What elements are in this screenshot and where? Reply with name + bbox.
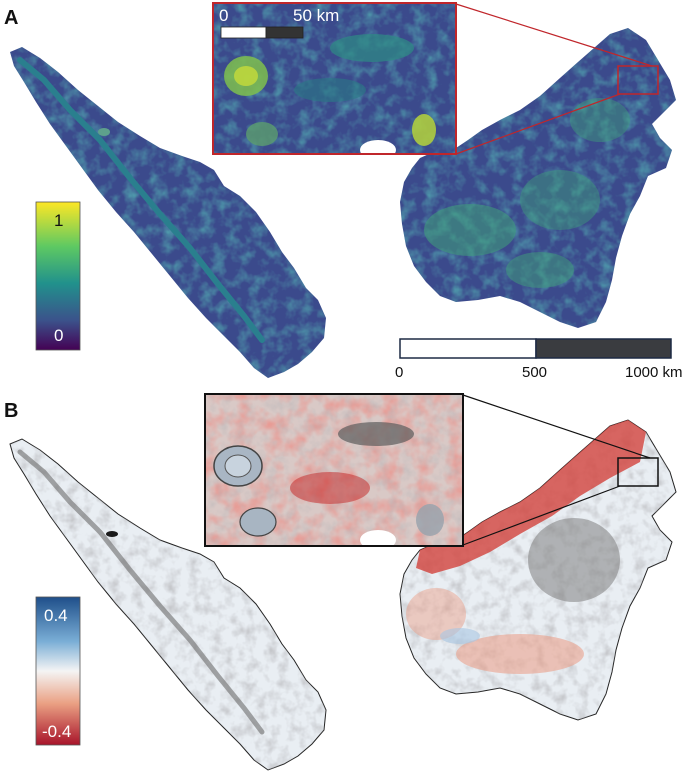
inset-a-crater-1-core (234, 66, 258, 86)
borneo-red-north-coast (416, 420, 646, 574)
borneo-teal-region-2 (520, 170, 600, 230)
inset-a-scale-end-label: 50 km (293, 6, 339, 25)
sumatra-map-b (9, 438, 327, 771)
borneo-teal-region-4 (570, 98, 630, 142)
main-scale-bar: 0 500 1000 km (395, 338, 683, 381)
scale-bar-dark-segment (535, 338, 672, 359)
sumatra-map-a (10, 47, 326, 378)
borneo-grey-interior (528, 518, 620, 602)
inset-b-crater-2 (239, 507, 277, 537)
inset-a: 0 50 km (213, 3, 456, 154)
sumatra-lake-a (98, 128, 110, 136)
panel-a: A (4, 2, 683, 381)
borneo-light-red-west (406, 588, 466, 640)
inset-connector-a-top (455, 3, 653, 67)
borneo-blue-patch (440, 628, 480, 644)
inset-a-scale-bar-white (220, 26, 267, 39)
inset-b-dark-ridge (338, 422, 414, 446)
inset-a-scale-bar-dark (265, 26, 304, 39)
inset-a-cloud (360, 140, 396, 154)
panel-a-letter: A (4, 7, 18, 29)
inset-connector-b-bottom (462, 485, 621, 546)
sumatra-highland-a (17, 57, 265, 343)
scale-bar-label-0: 0 (395, 364, 403, 381)
inset-connector-a-bottom (455, 93, 621, 155)
inset-b-cloud (360, 530, 396, 546)
inset-b (205, 394, 463, 546)
colorbar-a-max-label: 1 (54, 211, 63, 230)
sumatra-lake-b (106, 531, 118, 537)
inset-a-crater-2 (246, 122, 278, 146)
scale-bar-white-segment (399, 338, 537, 359)
scale-bar-label-1000: 1000 km (625, 364, 683, 381)
borneo-light-red-south (456, 634, 584, 674)
inset-locator-box-b (617, 457, 659, 487)
colorbar-a-bar (35, 201, 81, 351)
inset-connector-b-top (462, 394, 651, 459)
colorbar-b: 0.4 -0.4 (35, 596, 81, 746)
inset-a-ridge-2 (294, 78, 366, 102)
inset-b-crater-1-core (224, 454, 252, 478)
inset-b-grey-peak (416, 504, 444, 536)
colorbar-a: 1 0 (35, 201, 81, 351)
inset-a-ridge-1 (330, 34, 414, 62)
scale-bar-label-500: 500 (522, 364, 547, 381)
inset-a-frame (212, 2, 457, 155)
panel-b-letter: B (4, 400, 18, 422)
colorbar-b-max-label: 0.4 (44, 606, 68, 625)
colorbar-b-bar (35, 596, 81, 746)
borneo-map-a (400, 28, 676, 328)
inset-b-frame (204, 393, 464, 547)
sumatra-ridge-b (17, 449, 265, 735)
inset-locator-box-a (617, 65, 659, 95)
colorbar-a-min-label: 0 (54, 326, 63, 345)
inset-a-scale-start-label: 0 (219, 6, 228, 25)
inset-a-peak (412, 114, 436, 146)
borneo-teal-region-1 (424, 204, 516, 256)
panel-b: B (4, 393, 677, 771)
borneo-map-b (399, 419, 677, 721)
inset-b-red-ridge (290, 472, 370, 504)
borneo-teal-region-3 (506, 252, 574, 288)
colorbar-b-min-label: -0.4 (42, 722, 71, 741)
